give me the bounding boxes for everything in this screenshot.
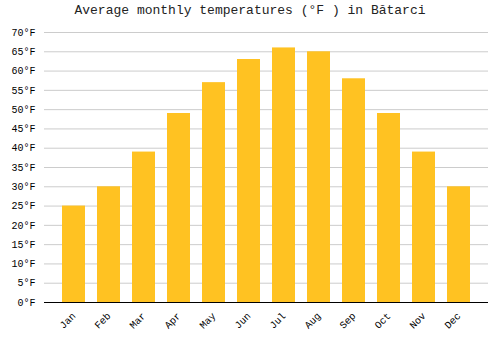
svg-text:Aug: Aug (303, 311, 324, 332)
svg-text:15°F: 15°F (11, 240, 35, 251)
svg-text:55°F: 55°F (11, 86, 35, 97)
svg-text:Oct: Oct (373, 311, 394, 332)
svg-text:35°F: 35°F (11, 163, 35, 174)
svg-text:May: May (198, 311, 219, 332)
svg-text:60°F: 60°F (11, 66, 35, 77)
svg-text:Nov: Nov (408, 311, 429, 332)
svg-text:Sep: Sep (338, 311, 359, 332)
svg-text:40°F: 40°F (11, 143, 35, 154)
svg-text:Mar: Mar (128, 311, 149, 332)
svg-text:Jun: Jun (233, 311, 254, 332)
svg-text:10°F: 10°F (11, 259, 35, 270)
svg-text:25°F: 25°F (11, 201, 35, 212)
svg-text:50°F: 50°F (11, 105, 35, 116)
svg-text:Jan: Jan (58, 311, 79, 332)
svg-text:Jul: Jul (268, 311, 289, 332)
svg-text:30°F: 30°F (11, 182, 35, 193)
svg-text:20°F: 20°F (11, 221, 35, 232)
svg-text:Dec: Dec (443, 311, 464, 332)
html-text:Average monthly temperatures (: Average monthly temperatures (°F ) in Bă… (74, 3, 426, 18)
svg-text:0°F: 0°F (17, 298, 35, 309)
svg-text:70°F: 70°F (11, 28, 35, 39)
svg-text:45°F: 45°F (11, 124, 35, 135)
svg-text:Feb: Feb (93, 311, 114, 332)
svg-text:65°F: 65°F (11, 47, 35, 58)
svg-text:Apr: Apr (163, 311, 184, 332)
svg-text:5°F: 5°F (17, 278, 35, 289)
